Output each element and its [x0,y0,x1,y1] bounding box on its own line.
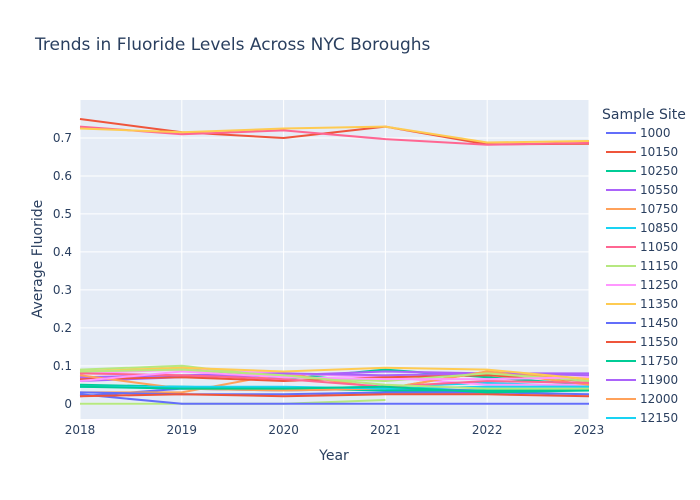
x-tick-label: 2022 [472,423,503,437]
x-axis-title: Year [318,448,349,464]
chart-title: Trends in Fluoride Levels Across NYC Bor… [34,35,431,55]
x-axis-ticks: 2018 2019 2020 2021 2022 2023 [65,423,605,437]
series-line [79,125,590,146]
legend-label: 11900 [640,373,678,387]
series-line [79,393,590,398]
y-tick-label: 0.1 [53,359,72,373]
series-line [79,366,590,381]
legend-label: 11150 [640,259,678,273]
y-tick-label: 0.4 [53,245,72,259]
legend-label: 10550 [640,183,678,197]
series-line [79,370,590,382]
legend-label: 10150 [640,145,678,159]
series-line [79,393,589,405]
x-tick-label: 2021 [370,423,401,437]
legend: Sample Site 1000 10150 10250 10550 10750 1085… [602,107,686,425]
y-tick-label: 0.5 [53,207,72,221]
legend-label: 10850 [640,221,678,235]
series-lines [79,118,590,405]
legend-label: 11050 [640,240,678,254]
y-tick-label: 0.2 [53,321,72,335]
legend-label: 10750 [640,202,678,216]
legend-label: 12150 [640,411,678,425]
legend-label: 11550 [640,335,678,349]
legend-label: 11750 [640,354,678,368]
x-tick-label: 2018 [65,423,96,437]
y-axis-title: Average Fluoride [30,200,46,318]
legend-label: 10250 [640,164,678,178]
y-tick-label: 0.3 [53,283,72,297]
series-line [79,368,589,390]
series-line [79,125,590,144]
legend-label: 11450 [640,316,678,330]
legend-label: 11350 [640,297,678,311]
legend-label: 11250 [640,278,678,292]
y-tick-label: 0 [64,397,72,411]
y-tick-label: 0.6 [53,169,72,183]
series-line [79,385,590,394]
legend-label: 1000 [640,126,671,140]
legend-label: 12000 [640,392,678,406]
y-tick-label: 0.7 [53,131,72,145]
series-line [79,372,590,388]
x-tick-label: 2019 [167,423,198,437]
y-axis-ticks: 0 0.1 0.2 0.3 0.4 0.5 0.6 0.7 [53,131,72,411]
legend-title: Sample Site [602,107,686,123]
x-tick-label: 2023 [574,423,605,437]
x-tick-label: 2020 [268,423,299,437]
legend-items: 1000 10150 10250 10550 10750 10850 11050 11150 1… [606,126,678,425]
